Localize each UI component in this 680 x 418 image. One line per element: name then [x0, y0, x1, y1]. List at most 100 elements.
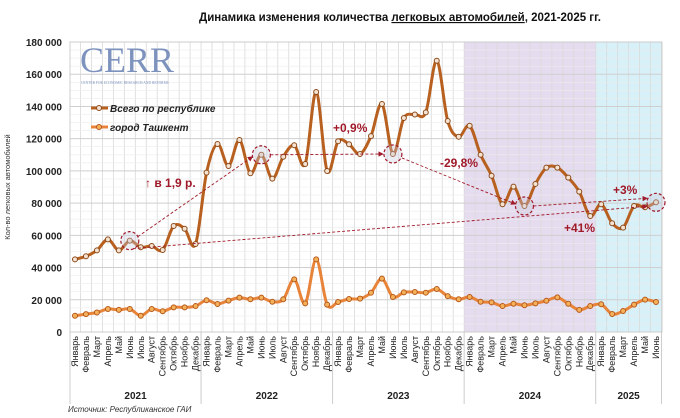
data-point: [598, 301, 605, 308]
data-point: [104, 305, 111, 312]
data-point: [543, 297, 550, 304]
data-point: [466, 122, 473, 129]
x-tick-label: Сентябрь: [421, 336, 431, 377]
year-label: 2021: [124, 391, 147, 402]
x-tick-label: Апрель: [103, 336, 113, 367]
annotation-label: +41%: [564, 221, 595, 235]
data-point: [477, 298, 484, 305]
highlight-circle: [383, 144, 403, 164]
data-point: [389, 150, 396, 157]
data-point: [82, 253, 89, 260]
data-point: [444, 293, 451, 300]
data-point: [302, 300, 309, 307]
data-point: [236, 294, 243, 301]
data-point: [422, 109, 429, 116]
y-axis: 0 20 000 40 000 60 000 80 000 100 000 120 000 1…: [26, 38, 63, 339]
y-tick-label: 60 000: [31, 231, 62, 242]
x-tick-label: Март: [92, 336, 102, 358]
x-tick-label: Октябрь: [432, 336, 442, 371]
data-point: [148, 305, 155, 312]
data-point: [357, 295, 364, 302]
x-tick-label: Февраль: [344, 336, 354, 373]
data-point: [488, 172, 495, 179]
x-tick-label: Январь: [333, 336, 343, 367]
x-tick-label: Июнь: [519, 336, 529, 359]
data-point: [137, 312, 144, 319]
data-point: [466, 294, 473, 301]
annotation-label: -29,8%: [440, 156, 478, 170]
data-point: [280, 153, 287, 160]
data-point: [400, 289, 407, 296]
data-point: [269, 175, 276, 182]
x-tick-label: Ноябрь: [311, 336, 321, 368]
data-point: [389, 294, 396, 301]
x-tick-label: Сентябрь: [552, 336, 562, 377]
x-tick-label: Март: [223, 336, 233, 358]
x-tick-label: Июль: [136, 336, 146, 359]
cerr-logo: CERR CENTER FOR ECONOMIC RESEARCH AND RE…: [80, 40, 174, 85]
highlight-circle: [120, 231, 140, 251]
arrow-2021-2025: [132, 203, 648, 250]
x-tick-label: Август: [541, 336, 551, 363]
x-tick-label: Апрель: [366, 336, 376, 367]
arrow-2022-2023: [270, 151, 384, 157]
x-tick-label: Февраль: [213, 336, 223, 373]
x-tick-label: Октябрь: [169, 336, 179, 371]
y-tick-label: 180 000: [26, 38, 63, 49]
data-point: [543, 164, 550, 171]
x-tick-label: Август: [410, 336, 420, 363]
plot-border: [69, 41, 663, 333]
data-point: [225, 297, 232, 304]
x-tick-label: Сентябрь: [289, 336, 299, 377]
data-point: [532, 300, 539, 307]
data-point: [82, 311, 89, 318]
x-tick-label: Июнь: [256, 336, 266, 359]
data-point: [411, 111, 418, 118]
data-point: [126, 237, 133, 244]
data-point: [510, 300, 517, 307]
data-point: [258, 151, 265, 158]
data-point: [280, 296, 287, 303]
data-point: [93, 247, 100, 254]
chart-title: Динамика изменения количества легковых а…: [199, 12, 601, 24]
data-point: [324, 301, 331, 308]
data-point: [609, 220, 616, 227]
data-point: [324, 168, 331, 175]
data-point: [367, 289, 374, 296]
x-tick-label: Февраль: [607, 336, 617, 373]
logo-subtext: CENTER FOR ECONOMIC RESEARCH AND REFORMS: [81, 81, 169, 85]
y-axis-label: Кол-во легковых автомобилей: [3, 134, 12, 240]
y-tick-label: 0: [56, 328, 62, 339]
data-point: [609, 310, 616, 317]
data-point: [170, 304, 177, 311]
x-tick-label: Май: [114, 336, 124, 354]
data-point: [335, 299, 342, 306]
x-tick-label: Ноябрь: [574, 336, 584, 368]
data-point: [203, 169, 210, 176]
y-tick-label: 120 000: [26, 135, 63, 146]
y-tick-label: 80 000: [31, 199, 62, 210]
data-point: [433, 57, 440, 64]
x-tick-label: Январь: [70, 336, 80, 367]
data-point: [455, 296, 462, 303]
legend-item-tashkent: город Ташкент: [91, 123, 189, 134]
data-point: [313, 256, 320, 263]
data-point: [214, 300, 221, 307]
x-tick-label: Апрель: [234, 336, 244, 367]
year-label: 2025: [617, 391, 640, 402]
data-point: [565, 174, 572, 181]
data-point: [444, 117, 451, 124]
source-note: Источник: Республиканское ГАИ: [68, 405, 192, 414]
data-point: [521, 302, 528, 309]
data-point: [642, 204, 649, 211]
annotation-label: +0,9%: [333, 121, 368, 135]
legend: Всего по республике город Ташкент: [91, 103, 216, 134]
data-point: [346, 141, 353, 148]
data-point: [159, 246, 166, 253]
data-point: [367, 133, 374, 140]
data-point: [181, 304, 188, 311]
x-tick-label: Апрель: [629, 336, 639, 367]
data-point: [159, 308, 166, 315]
data-point: [115, 247, 122, 254]
annotation-label: ↑ в 1,9 р.: [145, 176, 196, 190]
